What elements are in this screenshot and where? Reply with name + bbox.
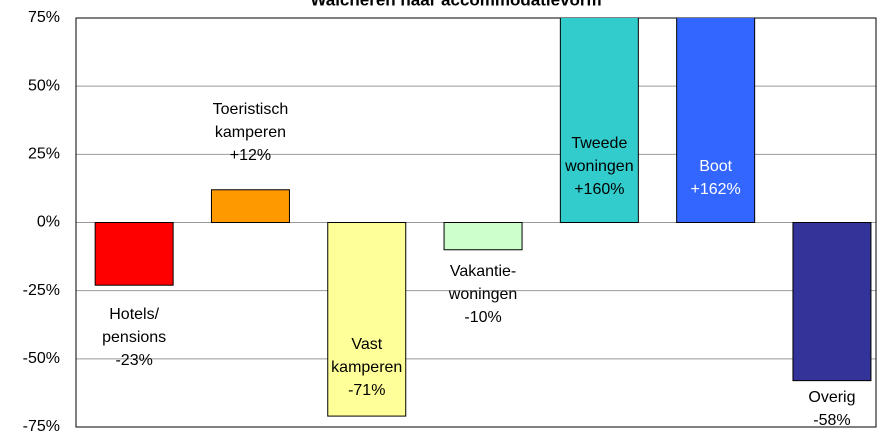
category-label: Vast — [351, 336, 382, 353]
y-tick-label: -75% — [23, 418, 60, 434]
value-label: -58% — [813, 412, 850, 429]
bars — [94, 18, 872, 417]
category-label: pensions — [102, 329, 166, 346]
category-label: Hotels/ — [109, 306, 159, 323]
plot-border — [75, 17, 877, 428]
category-label: kamperen — [331, 359, 402, 376]
y-tick-label: 50% — [28, 77, 60, 94]
category-label: woningen — [564, 158, 634, 175]
category-label: kamperen — [215, 124, 286, 141]
y-tick-label: 0% — [37, 214, 60, 231]
bar — [443, 222, 523, 251]
category-label: Tweede — [571, 135, 627, 152]
y-tick-label: -50% — [23, 350, 60, 367]
bar — [327, 222, 407, 417]
bar — [676, 18, 756, 223]
category-label: Vakantie- — [450, 263, 516, 280]
category-label: woningen — [448, 286, 518, 303]
chart-title: Walcheren naar accommodatievorm — [310, 0, 601, 9]
value-label: -23% — [115, 352, 152, 369]
y-tick-label: -25% — [23, 282, 60, 299]
bar — [94, 222, 174, 286]
category-label: Overig — [808, 389, 855, 406]
bar — [210, 189, 290, 223]
value-label: -10% — [464, 309, 501, 326]
value-label: -71% — [348, 382, 385, 399]
y-tick-label: 75% — [28, 9, 60, 26]
y-tick-label: 25% — [28, 146, 60, 163]
bar — [559, 18, 639, 223]
category-label: Toeristisch — [213, 101, 289, 118]
value-label: +12% — [230, 147, 271, 164]
category-label: Boot — [699, 158, 732, 175]
value-label: +160% — [574, 181, 624, 198]
value-label: +162% — [691, 181, 741, 198]
bar — [792, 222, 872, 382]
